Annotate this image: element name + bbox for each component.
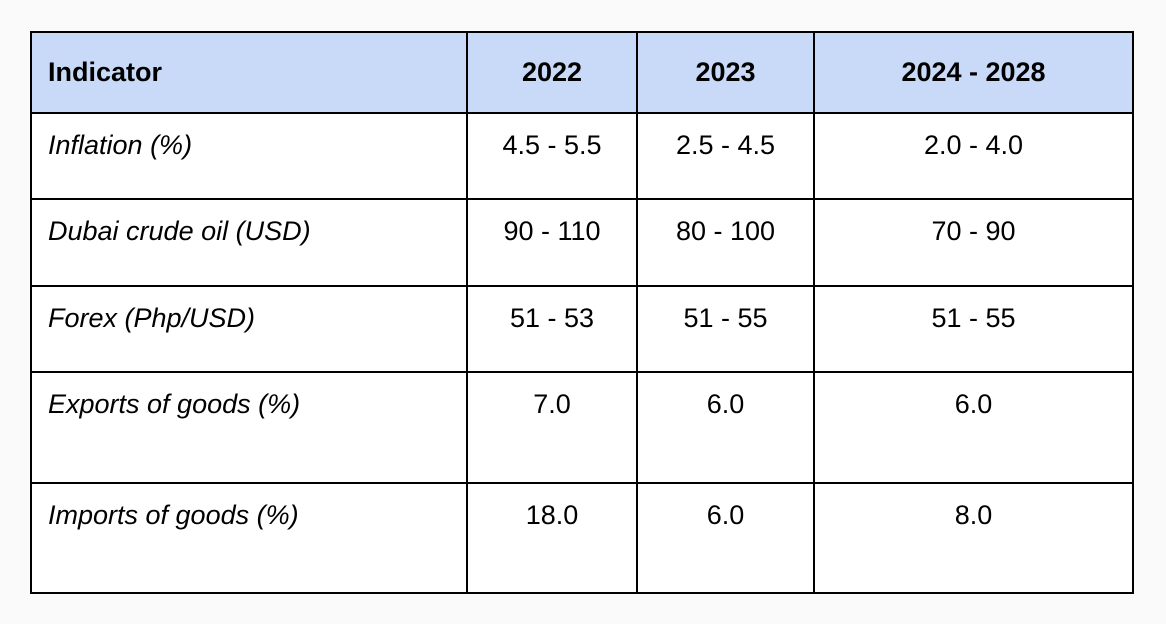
cell-value: 8.0 <box>813 481 1134 595</box>
table-row: Inflation (%) 4.5 - 5.5 2.5 - 4.5 2.0 - … <box>30 111 1134 201</box>
cell-value: 6.0 <box>636 371 815 484</box>
row-label-dubai-crude-oil: Dubai crude oil (USD) <box>30 198 468 287</box>
cell-value: 6.0 <box>813 371 1134 484</box>
cell-value: 4.5 - 5.5 <box>466 111 638 201</box>
indicator-table-container: Indicator 2022 2023 2024 - 2028 Inflatio… <box>30 31 1134 595</box>
table-row: Forex (Php/USD) 51 - 53 51 - 55 51 - 55 <box>30 284 1134 374</box>
table-row: Dubai crude oil (USD) 90 - 110 80 - 100 … <box>30 198 1134 287</box>
cell-value: 7.0 <box>466 371 638 484</box>
cell-value: 2.5 - 4.5 <box>636 111 815 201</box>
header-2023: 2023 <box>636 31 815 114</box>
cell-value: 90 - 110 <box>466 198 638 287</box>
cell-value: 70 - 90 <box>813 198 1134 287</box>
row-label-inflation: Inflation (%) <box>30 111 468 201</box>
row-label-forex: Forex (Php/USD) <box>30 284 468 374</box>
row-label-exports: Exports of goods (%) <box>30 371 468 484</box>
cell-value: 51 - 55 <box>636 284 815 374</box>
cell-value: 18.0 <box>466 481 638 595</box>
cell-value: 51 - 55 <box>813 284 1134 374</box>
cell-value: 6.0 <box>636 481 815 595</box>
cell-value: 51 - 53 <box>466 284 638 374</box>
table-row: Imports of goods (%) 18.0 6.0 8.0 <box>30 481 1134 595</box>
header-indicator: Indicator <box>30 31 468 114</box>
header-2024-2028: 2024 - 2028 <box>813 31 1134 114</box>
cell-value: 80 - 100 <box>636 198 815 287</box>
cell-value: 2.0 - 4.0 <box>813 111 1134 201</box>
indicator-table: Indicator 2022 2023 2024 - 2028 Inflatio… <box>30 31 1134 595</box>
table-row: Exports of goods (%) 7.0 6.0 6.0 <box>30 371 1134 484</box>
row-label-imports: Imports of goods (%) <box>30 481 468 595</box>
table-header-row: Indicator 2022 2023 2024 - 2028 <box>30 31 1134 114</box>
header-2022: 2022 <box>466 31 638 114</box>
